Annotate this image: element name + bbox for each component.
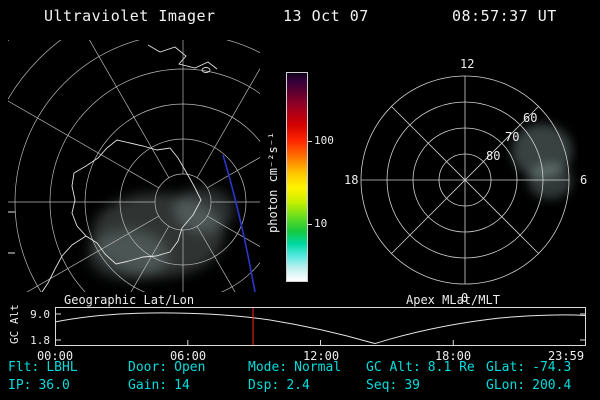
status-gain: Gain: 14 <box>128 378 190 393</box>
status-glat-value: -74.3 <box>532 360 572 375</box>
mlat-ring-label-70: 70 <box>505 130 519 144</box>
time-tick-1800: 18:00 <box>434 349 472 363</box>
mlat-ring-label-80: 80 <box>486 149 500 163</box>
mlt-label-6: 6 <box>580 173 587 187</box>
coastline-far-field <box>147 44 218 73</box>
mlt-label-12: 12 <box>460 57 474 71</box>
status-glat-label: GLat: <box>486 360 526 375</box>
status-ip-value: 36.0 <box>38 378 70 393</box>
status-glon-label: GLon: <box>486 378 526 393</box>
time-tick-0600: 06:00 <box>169 349 207 363</box>
time-tick-2359: 23:59 <box>547 349 585 363</box>
colorbar-units-label: photon cm⁻²s⁻¹ <box>266 131 280 233</box>
date-readout: 13 Oct 07 <box>283 7 369 25</box>
status-dsp-label: Dsp: <box>248 378 280 393</box>
colorbar-value-10: 10 <box>314 217 328 230</box>
chart-axis-ticks <box>56 313 585 345</box>
status-mode-value: Normal <box>294 360 342 375</box>
status-dsp-value: 2.4 <box>286 378 310 393</box>
status-dsp: Dsp: 2.4 <box>248 378 310 393</box>
status-door-label: Door: <box>128 360 168 375</box>
app-title: Ultraviolet Imager <box>44 7 216 25</box>
altitude-curve <box>55 312 586 345</box>
apex-panel-caption: Apex MLat/MLT <box>406 293 500 307</box>
status-mode-label: Mode: <box>248 360 288 375</box>
mlt-label-18: 18 <box>344 173 358 187</box>
geo-panel-caption: Geographic Lat/Lon <box>64 293 195 307</box>
time-tick-0000: 00:00 <box>36 349 74 363</box>
altitude-min-label: 1.8 <box>30 334 50 347</box>
mlat-ring-label-60: 60 <box>523 111 537 125</box>
mlt-label-0: 0 <box>461 291 468 305</box>
status-glon-value: 200.4 <box>532 378 572 393</box>
apex-polar-plot: 12 18 6 0 60 70 80 <box>344 57 587 305</box>
status-gcalt: GC Alt: 8.1 Re <box>366 360 475 375</box>
altitude-strip-chart <box>55 307 586 346</box>
status-ip-label: IP: <box>8 378 32 393</box>
status-flt-label: Flt: <box>8 360 40 375</box>
colorbar-value-100: 100 <box>314 134 334 147</box>
colorbar-tick-100 <box>307 141 312 142</box>
spacecraft-track-line <box>222 154 256 292</box>
geo-graticule <box>8 40 260 292</box>
coastline-antarctica <box>41 139 202 292</box>
status-glat: GLat: -74.3 <box>486 360 571 375</box>
status-gcalt-label: GC Alt: <box>366 360 421 375</box>
status-seq: Seq: 39 <box>366 378 420 393</box>
apex-grid <box>360 75 570 285</box>
status-flt-value: LBHL <box>46 360 78 375</box>
status-door: Door: Open <box>128 360 205 375</box>
status-gain-value: 14 <box>174 378 190 393</box>
status-gain-label: Gain: <box>128 378 168 393</box>
status-seq-value: 39 <box>404 378 420 393</box>
status-ip: IP: 36.0 <box>8 378 70 393</box>
status-glon: GLon: 200.4 <box>486 378 571 393</box>
status-seq-label: Seq: <box>366 378 398 393</box>
colorbar <box>286 72 308 282</box>
status-flt: Flt: LBHL <box>8 360 78 375</box>
geo-aurora-emission <box>88 188 234 280</box>
map-edge-ticks <box>8 211 15 254</box>
altitude-max-label: 9.0 <box>30 308 50 321</box>
colorbar-tick-10 <box>307 224 312 225</box>
time-readout: 08:57:37 UT <box>452 7 557 25</box>
status-gcalt-value: 8.1 Re <box>427 360 475 375</box>
status-door-value: Open <box>174 360 206 375</box>
geo-map-plot <box>8 40 260 292</box>
status-mode: Mode: Normal <box>248 360 341 375</box>
apex-aurora-emission <box>512 124 572 199</box>
chart-frame <box>55 307 586 346</box>
time-tick-1200: 12:00 <box>302 349 340 363</box>
